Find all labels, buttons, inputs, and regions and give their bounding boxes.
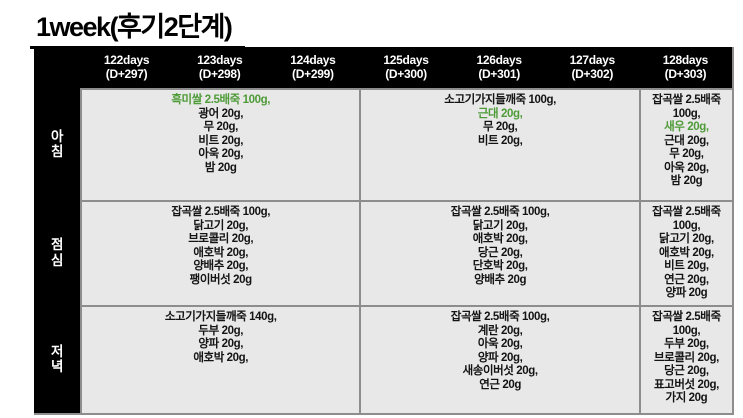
meal-line: 양배추 20g bbox=[474, 273, 527, 286]
d-day-label: (D+299) bbox=[292, 66, 334, 81]
meal-cell-dinner-1: 잡곡쌀 2.5배죽 100g, 계란 20g, 아욱 20g, 양파 20g, 새송이버… bbox=[359, 305, 639, 413]
meal-line: 소고기가지들깨죽 140g, bbox=[164, 311, 277, 323]
meal-cell-breakfast-0: 흑미쌀 2.5배죽 100g, 광어 20g, 무 20g, 비트 20g, 아욱 20… bbox=[80, 88, 360, 200]
meal-line: 애호박 20g, bbox=[193, 246, 249, 259]
meal-line: 양파 20g bbox=[665, 287, 708, 299]
meal-line: 흑미쌀 2.5배죽 100g, bbox=[171, 94, 271, 106]
d-day-label: (D+302) bbox=[571, 66, 614, 81]
meal-line: 비트 20g, bbox=[198, 134, 243, 147]
meal-line: 닭고기 20g, bbox=[659, 233, 714, 245]
day-number: 124days bbox=[290, 52, 336, 67]
day-number: 123days bbox=[197, 52, 243, 67]
table-corner-cell bbox=[34, 47, 80, 88]
meal-line: 아욱 20g, bbox=[664, 161, 709, 174]
day-header-3: 125days (D+300) bbox=[359, 47, 452, 88]
meal-line: 팽이버섯 20g bbox=[189, 273, 253, 286]
meal-line: 새송이버섯 20g, bbox=[462, 365, 539, 377]
meal-line: 표고버섯 20g, bbox=[653, 378, 719, 391]
meal-line: 잡곡쌀 2.5배죽 100g, bbox=[652, 94, 721, 120]
day-number: 122days bbox=[103, 52, 150, 67]
d-day-label: (D+301) bbox=[478, 66, 520, 81]
meal-line: 가지 20g bbox=[665, 392, 708, 404]
meal-cell-dinner-0: 소고기가지들깨죽 140g, 두부 20g, 양파 20g, 애호박 20g, bbox=[80, 305, 360, 413]
meal-line: 아욱 20g, bbox=[198, 148, 243, 160]
day-header-6: 128days (D+303) bbox=[639, 47, 732, 88]
meal-line: 무 20g, bbox=[669, 148, 704, 160]
meal-line: 양파 20g, bbox=[198, 338, 243, 350]
meal-line: 두부 20g, bbox=[198, 324, 243, 337]
day-number: 125days bbox=[383, 52, 429, 67]
meal-line: 무 20g, bbox=[482, 121, 518, 133]
row-label-dinner: 저 녁 bbox=[51, 343, 63, 374]
meal-line: 밤 20g bbox=[204, 161, 237, 174]
meal-line: 비트 20g, bbox=[664, 260, 709, 272]
meal-line: 잡곡쌀 2.5배죽 100g, bbox=[450, 206, 550, 218]
meal-line: 새우 20g, bbox=[664, 121, 709, 133]
day-header-0: 122days (D+297) bbox=[80, 47, 173, 88]
meal-line: 무 20g, bbox=[203, 121, 239, 133]
day-header-1: 123days (D+298) bbox=[173, 47, 266, 88]
meal-line: 잡곡쌀 2.5배죽 100g, bbox=[652, 311, 721, 337]
page-title: 1week(후기2단계) bbox=[30, 5, 246, 49]
meal-line: 비트 20g, bbox=[477, 134, 523, 147]
day-header-4: 126days (D+301) bbox=[453, 47, 546, 88]
d-day-label: (D+297) bbox=[105, 66, 148, 81]
meal-line: 잡곡쌀 2.5배죽 100g, bbox=[652, 206, 721, 232]
d-day-label: (D+298) bbox=[198, 66, 241, 81]
meal-line: 당근 20g, bbox=[664, 365, 709, 377]
row-label-breakfast: 아 침 bbox=[51, 128, 63, 159]
meal-line: 애호박 20g, bbox=[472, 233, 528, 245]
meal-line: 닭고기 20g, bbox=[193, 219, 249, 232]
d-day-label: (D+300) bbox=[385, 66, 427, 81]
meal-plan-table: 122days (D+297) 123days (D+298) 124days (D+29… bbox=[34, 47, 734, 415]
meal-line: 잡곡쌀 2.5배죽 100g, bbox=[171, 206, 271, 218]
meal-line: 애호박 20g, bbox=[659, 246, 714, 259]
meal-line: 밤 20g bbox=[670, 175, 703, 187]
meal-line: 소고기가지들깨죽 100g, bbox=[444, 94, 556, 106]
day-number: 126days bbox=[476, 52, 522, 67]
meal-cell-lunch-2: 잡곡쌀 2.5배죽 100g, 닭고기 20g, 애호박 20g, 비트 20g, 연근… bbox=[638, 200, 732, 305]
meal-cell-breakfast-2: 잡곡쌀 2.5배죽 100g, 새우 20g, 근대 20g, 무 20g, 아욱 20… bbox=[638, 88, 732, 200]
meal-cell-dinner-2: 잡곡쌀 2.5배죽 100g, 두부 20g, 브로콜리 20g, 당근 20g, 표고… bbox=[638, 305, 732, 413]
meal-line: 근대 20g, bbox=[664, 134, 709, 147]
meal-line: 단호박 20g, bbox=[472, 260, 528, 272]
meal-cell-breakfast-1: 소고기가지들깨죽 100g, 근대 20g, 무 20g, 비트 20g, bbox=[359, 88, 639, 200]
meal-line: 근대 20g, bbox=[477, 107, 523, 120]
meal-line: 브로콜리 20g, bbox=[188, 233, 254, 245]
meal-line: 연근 20g bbox=[479, 378, 522, 391]
meal-line: 양파 20g, bbox=[477, 351, 523, 364]
meal-line: 아욱 20g, bbox=[477, 338, 523, 350]
day-number: 128days bbox=[662, 52, 709, 67]
meal-cell-lunch-0: 잡곡쌀 2.5배죽 100g, 닭고기 20g, 브로콜리 20g, 애호박 20g,… bbox=[80, 200, 360, 305]
meal-line: 브로콜리 20g, bbox=[653, 351, 719, 364]
day-header-5: 127days (D+302) bbox=[546, 47, 639, 88]
meal-line: 당근 20g, bbox=[477, 246, 523, 259]
meal-line: 양배추 20g, bbox=[193, 260, 249, 272]
meal-line: 두부 20g, bbox=[664, 338, 709, 350]
row-label-lunch: 점 심 bbox=[51, 237, 63, 268]
meal-line: 애호박 20g, bbox=[193, 351, 249, 364]
day-number: 127days bbox=[569, 52, 616, 67]
meal-line: 계란 20g, bbox=[477, 324, 523, 337]
meal-line: 닭고기 20g, bbox=[472, 219, 528, 232]
meal-line: 연근 20g, bbox=[664, 273, 709, 286]
meal-cell-lunch-1: 잡곡쌀 2.5배죽 100g, 닭고기 20g, 애호박 20g, 당근 20g, 단호… bbox=[359, 200, 639, 305]
meal-line: 잡곡쌀 2.5배죽 100g, bbox=[450, 311, 550, 323]
day-header-2: 124days (D+299) bbox=[266, 47, 359, 88]
meal-line: 광어 20g, bbox=[198, 107, 243, 120]
d-day-label: (D+303) bbox=[664, 66, 707, 81]
